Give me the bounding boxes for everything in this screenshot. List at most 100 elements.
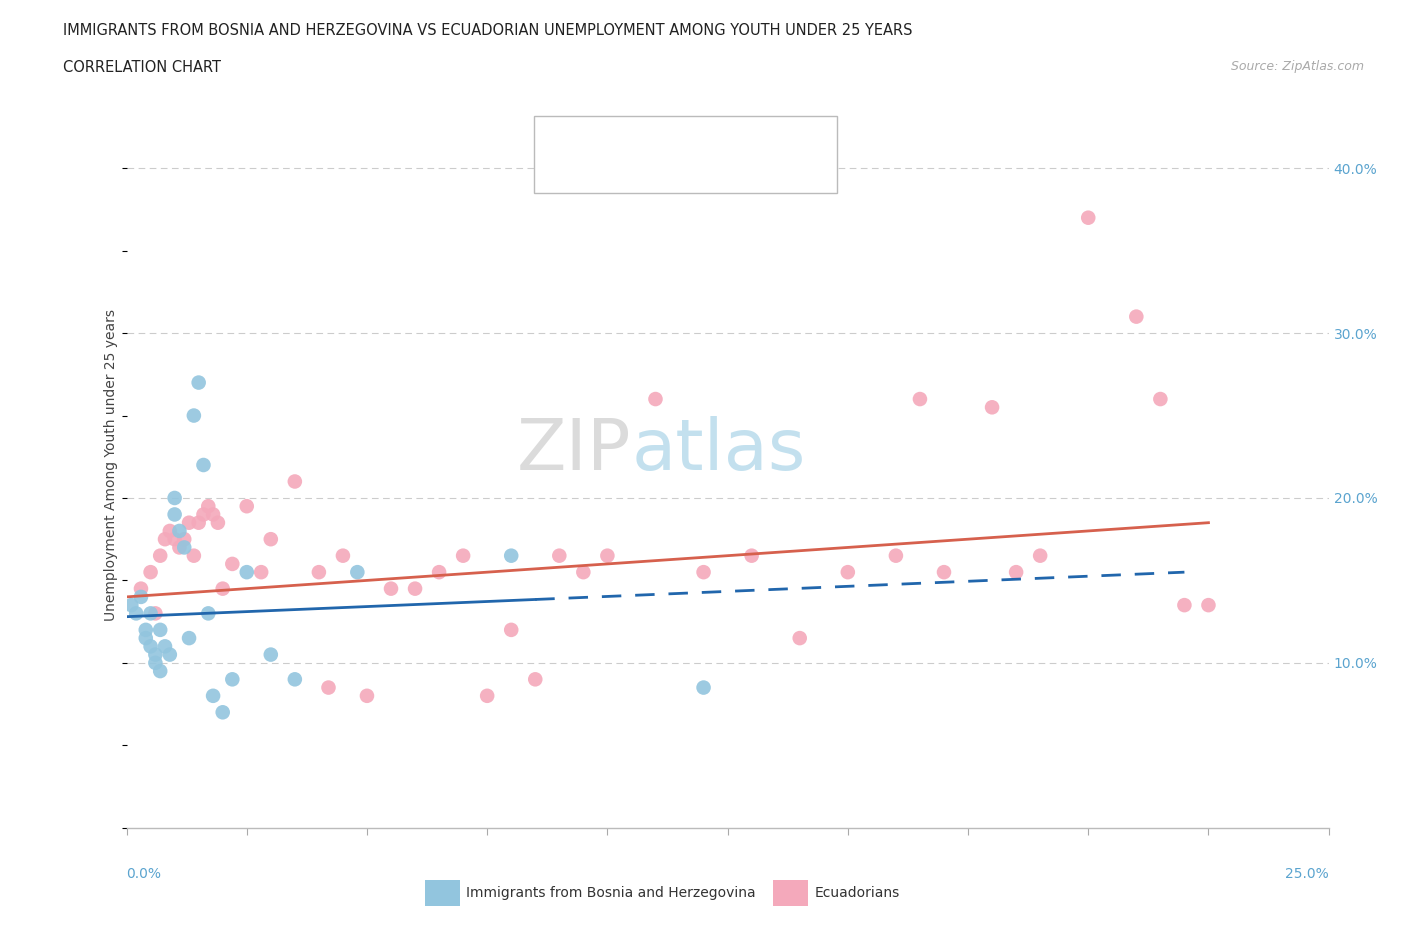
Point [173,532,195,547]
Point [139,565,162,579]
Point [169,524,191,538]
Point [149,622,172,637]
Point [135,631,157,645]
Point [163,532,186,547]
Bar [547,160,576,181]
Point [153,639,176,654]
Point [981,400,1004,415]
Point [451,548,474,563]
Point [149,548,172,563]
Y-axis label: Unemployment Among Youth under 25 years: Unemployment Among Youth under 25 years [104,309,118,621]
Point [789,631,811,645]
Point [427,565,450,579]
Text: 52: 52 [737,162,761,179]
Point [153,532,176,547]
Point [644,392,666,406]
Point [197,498,219,513]
Point [145,606,167,621]
Point [235,498,259,513]
Point [501,622,523,637]
Point [159,647,181,662]
Point [475,688,498,703]
Point [129,581,152,596]
Text: N =: N = [700,129,737,147]
Point [332,548,354,563]
Text: 0.0%: 0.0% [127,867,162,881]
Point [197,606,219,621]
Bar [547,127,576,149]
Point [884,548,907,563]
Text: IMMIGRANTS FROM BOSNIA AND HERZEGOVINA VS ECUADORIAN UNEMPLOYMENT AMONG YOUTH UN: IMMIGRANTS FROM BOSNIA AND HERZEGOVINA V… [63,23,912,38]
Point [596,548,619,563]
Point [1197,598,1219,613]
Point [129,590,152,604]
Point [260,532,283,547]
Text: atlas: atlas [631,416,806,485]
Point [1029,548,1052,563]
Point [837,565,859,579]
Point [284,474,307,489]
Point [346,565,368,579]
Point [177,515,200,530]
Point [125,606,148,621]
Point [318,680,340,695]
Point [211,581,233,596]
Point [908,392,931,406]
Point [356,688,378,703]
Point [1005,565,1028,579]
Text: 0.188: 0.188 [616,162,669,179]
Point [193,507,215,522]
Point [173,540,195,555]
Text: 0.038: 0.038 [616,129,669,147]
Point [501,548,523,563]
Point [1149,392,1171,406]
Point [221,671,243,686]
Point [932,565,955,579]
Point [404,581,426,596]
Point [524,671,547,686]
Point [207,515,229,530]
Point [139,639,162,654]
Text: Immigrants from Bosnia and Herzegovina: Immigrants from Bosnia and Herzegovina [467,885,756,900]
Point [187,375,209,390]
Text: R =: R = [585,129,620,147]
Point [145,656,167,671]
Point [572,565,595,579]
Point [177,631,200,645]
Point [380,581,402,596]
Text: Source: ZipAtlas.com: Source: ZipAtlas.com [1230,60,1364,73]
Text: ZIP: ZIP [517,416,631,485]
Point [548,548,571,563]
Point [1125,309,1147,324]
Point [163,507,186,522]
Point [139,606,162,621]
Text: Ecuadorians: Ecuadorians [814,885,900,900]
Point [163,490,186,505]
Point [284,671,307,686]
Point [135,622,157,637]
Bar [426,880,460,906]
Point [235,565,259,579]
Text: R =: R = [585,162,620,179]
Point [260,647,283,662]
Point [1173,598,1195,613]
Point [193,458,215,472]
Point [250,565,273,579]
Point [692,565,714,579]
Text: N =: N = [700,162,737,179]
Bar [773,880,808,906]
Point [159,524,181,538]
Point [183,548,205,563]
Point [183,408,205,423]
Point [169,540,191,555]
Point [120,598,142,613]
Point [187,515,209,530]
Point [221,556,243,571]
Point [202,507,225,522]
Text: 25.0%: 25.0% [1285,867,1329,881]
Point [1077,210,1099,225]
Point [202,688,225,703]
Point [145,647,167,662]
Point [741,548,763,563]
Text: 31: 31 [737,129,761,147]
